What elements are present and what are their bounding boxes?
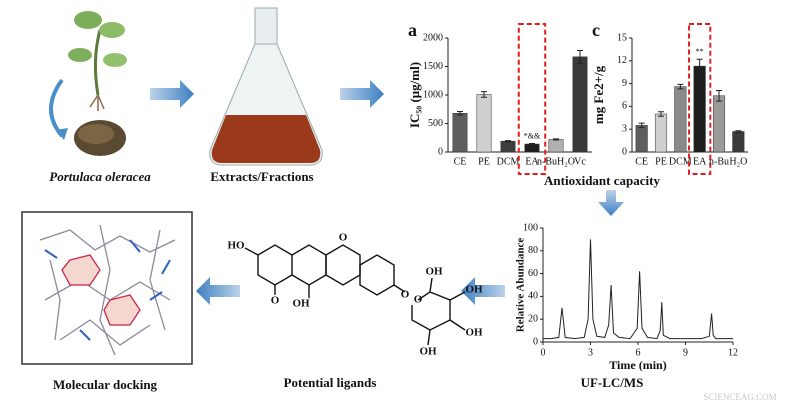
error-bar xyxy=(716,89,722,102)
bar xyxy=(572,56,588,153)
caption: Extracts/Fractions xyxy=(210,169,313,184)
atom-label: OH xyxy=(465,327,483,339)
error-bar xyxy=(457,111,463,116)
arrow xyxy=(461,277,505,305)
y-tick-label: 60 xyxy=(528,268,538,279)
y-tick-label: 9 xyxy=(622,78,627,89)
docking-illustration xyxy=(21,211,193,365)
y-tick-label: 40 xyxy=(528,291,538,302)
x-tick-label: 6 xyxy=(636,347,641,358)
molecule-structure xyxy=(244,244,466,346)
x-tick-label: CE xyxy=(635,156,648,167)
plant-illustration xyxy=(49,11,127,156)
caption: Antioxidant capacity xyxy=(544,173,660,188)
annotation: ** xyxy=(696,47,704,56)
x-tick-label: DCM xyxy=(497,156,520,167)
x-tick-label: EA xyxy=(693,156,707,167)
y-tick-label: 12 xyxy=(617,55,627,66)
error-bar xyxy=(677,83,684,90)
caption: UF-LC/MS xyxy=(581,375,644,390)
error-bar xyxy=(553,138,559,141)
y-tick-label: 1000 xyxy=(423,89,443,100)
x-tick-label: PE xyxy=(655,156,667,167)
annotation: *&& xyxy=(524,131,541,140)
atom-label: HO xyxy=(227,240,245,252)
watermark: SCIENCEAG.COM xyxy=(703,392,776,402)
x-tick-label: CE xyxy=(454,156,467,167)
y-tick-label: 0 xyxy=(438,146,443,157)
x-axis-label: Time (min) xyxy=(609,358,666,372)
y-tick-label: 20 xyxy=(528,313,538,324)
arrow xyxy=(150,80,194,108)
x-tick-label: EA xyxy=(525,156,539,167)
x-tick-label: H₂O xyxy=(729,156,747,167)
x-tick-label: 9 xyxy=(683,347,688,358)
atom-label: OH xyxy=(292,298,310,310)
y-tick-label: 80 xyxy=(528,245,538,256)
x-tick-label: 0 xyxy=(541,347,546,358)
x-tick-label: 12 xyxy=(728,347,738,358)
x-tick-label: n-BuH₂O xyxy=(537,156,575,167)
highlight-box xyxy=(688,23,712,175)
y-tick-label: 0 xyxy=(622,146,627,157)
bar xyxy=(654,113,668,153)
chromatogram-line xyxy=(543,239,733,340)
arrow xyxy=(196,277,240,305)
x-tick-label: n-Bu xyxy=(709,156,729,167)
atom-label: OH xyxy=(419,346,437,358)
bar xyxy=(635,125,648,153)
bar xyxy=(712,95,726,153)
error-bar xyxy=(696,58,703,74)
y-axis-label: Relative Abundance xyxy=(515,238,527,333)
atom-label: OH xyxy=(425,266,443,278)
arrow xyxy=(598,190,624,216)
bar xyxy=(476,94,492,153)
error-bar xyxy=(735,130,742,133)
atom-label: O xyxy=(339,232,348,244)
panel-label: a xyxy=(408,20,417,40)
flask-illustration xyxy=(209,7,323,166)
atom-label: O xyxy=(271,295,280,307)
atom-label: OH xyxy=(465,284,483,296)
bar xyxy=(732,131,745,153)
error-bar xyxy=(638,122,645,129)
y-tick-label: 2000 xyxy=(423,32,443,43)
y-tick-label: 6 xyxy=(622,101,627,112)
caption: Potential ligands xyxy=(284,375,377,390)
x-tick-label: Vc xyxy=(574,156,586,167)
arrow xyxy=(340,80,384,108)
bar xyxy=(693,65,706,153)
y-tick-label: 3 xyxy=(622,123,627,134)
y-axis-label: IC₅₀ (μg/ml) xyxy=(407,62,422,128)
atom-label: O xyxy=(401,289,410,301)
caption: Molecular docking xyxy=(53,377,158,392)
panel-label: c xyxy=(592,20,600,40)
error-bar xyxy=(505,140,511,143)
bar xyxy=(548,139,564,153)
x-tick-label: DCM xyxy=(669,156,692,167)
bar xyxy=(524,143,540,153)
error-bar xyxy=(529,142,535,146)
error-bar xyxy=(481,91,487,98)
y-tick-label: 15 xyxy=(617,32,627,43)
x-tick-label: PE xyxy=(478,156,490,167)
atom-label: O xyxy=(414,294,423,306)
bar xyxy=(452,112,468,153)
bar xyxy=(674,86,687,153)
caption: Portulaca oleracea xyxy=(49,169,151,184)
y-axis-label: mg Fe2+/g xyxy=(591,65,606,124)
y-tick-label: 100 xyxy=(523,222,538,233)
error-bar xyxy=(577,50,583,64)
error-bar xyxy=(658,111,664,117)
y-tick-label: 0 xyxy=(533,336,538,347)
x-tick-label: 3 xyxy=(588,347,593,358)
y-tick-label: 1500 xyxy=(423,61,443,72)
y-tick-label: 500 xyxy=(428,118,443,129)
bar xyxy=(500,140,516,153)
